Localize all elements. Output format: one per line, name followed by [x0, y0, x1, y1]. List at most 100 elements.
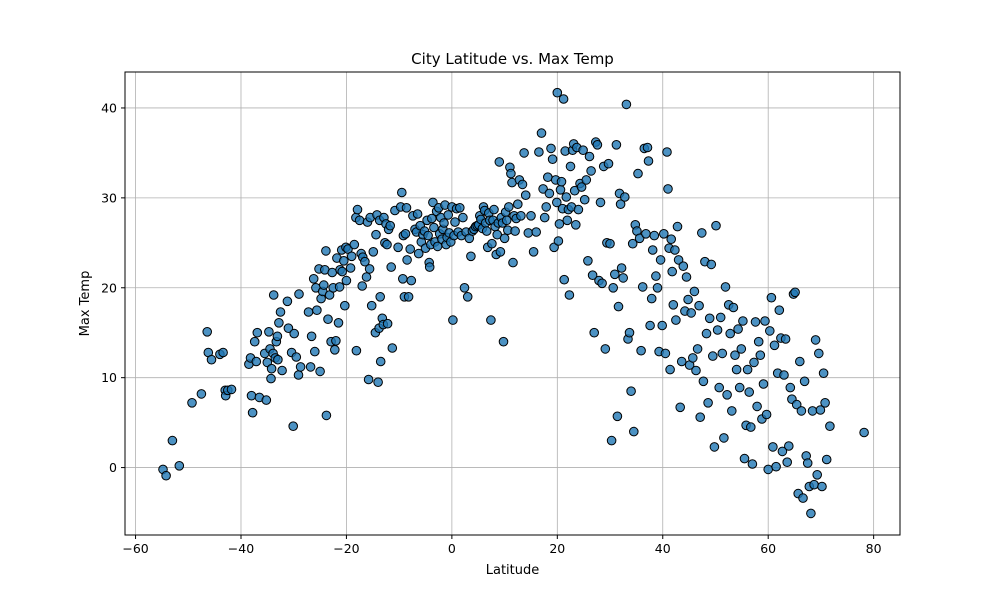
data-point: [273, 354, 283, 365]
data-point: [782, 457, 793, 468]
data-point: [543, 172, 553, 182]
data-point: [510, 226, 520, 236]
data-point: [489, 204, 499, 215]
data-point: [277, 365, 287, 376]
data-point: [720, 282, 731, 292]
data-point: [817, 481, 827, 492]
data-point: [261, 395, 272, 405]
data-point: [382, 239, 392, 250]
data-point: [375, 292, 386, 302]
data-point: [499, 233, 510, 244]
data-point: [649, 230, 660, 241]
data-point: [815, 405, 826, 415]
data-point: [712, 325, 723, 335]
chart-title: City Latitude vs. Max Temp: [411, 50, 614, 68]
data-point: [351, 345, 362, 356]
data-point: [516, 211, 526, 221]
y-tick-label: 0: [109, 460, 117, 475]
data-point: [711, 220, 721, 231]
data-point: [798, 493, 808, 503]
data-point: [629, 426, 639, 437]
data-point: [364, 264, 375, 274]
y-tick-label: 20: [101, 280, 117, 295]
data-point: [494, 157, 505, 167]
data-point: [361, 272, 372, 282]
data-point: [571, 220, 581, 230]
x-tick-label: 0: [448, 541, 456, 556]
data-point: [592, 140, 603, 150]
data-point: [676, 356, 687, 367]
data-point: [777, 446, 788, 457]
data-point: [655, 255, 666, 265]
data-point: [187, 398, 197, 408]
data-point: [291, 352, 302, 362]
data-point: [443, 210, 454, 220]
data-point: [802, 458, 813, 468]
data-point: [547, 154, 558, 164]
data-point: [761, 409, 772, 420]
data-point: [508, 257, 518, 268]
data-point: [647, 245, 658, 255]
data-point: [768, 442, 778, 452]
data-point: [744, 387, 755, 397]
data-point: [218, 347, 228, 358]
data-point: [616, 263, 627, 273]
data-point: [691, 365, 701, 376]
data-point: [683, 294, 693, 305]
data-point: [459, 283, 470, 293]
x-axis-label: Latitude: [486, 563, 540, 578]
data-point: [749, 357, 759, 368]
data-point: [589, 327, 600, 338]
data-point: [859, 427, 869, 438]
data-point: [670, 245, 680, 255]
x-tick-label: 80: [866, 541, 882, 556]
data-point: [734, 382, 745, 393]
data-point: [360, 256, 370, 267]
data-point: [581, 175, 592, 185]
data-point: [504, 202, 514, 212]
data-point: [608, 283, 619, 293]
data-point: [249, 336, 260, 347]
data-point: [366, 300, 377, 311]
data-point: [161, 470, 171, 481]
data-point: [321, 410, 332, 421]
data-point: [506, 168, 516, 179]
data-point: [706, 259, 717, 270]
data-point: [283, 323, 294, 334]
data-point: [387, 343, 398, 353]
data-point: [403, 292, 414, 302]
data-point: [704, 313, 715, 324]
data-point: [552, 197, 562, 208]
data-point: [354, 215, 365, 226]
data-point: [495, 247, 506, 257]
data-point: [252, 327, 263, 338]
data-point: [686, 308, 697, 318]
data-point: [666, 234, 677, 244]
data-point: [264, 327, 274, 337]
data-point: [337, 266, 348, 277]
data-point: [753, 336, 764, 347]
data-point: [226, 384, 237, 395]
data-point: [305, 362, 316, 372]
data-point: [558, 94, 569, 104]
data-point: [534, 147, 544, 157]
data-point: [725, 328, 736, 339]
data-point: [624, 327, 635, 338]
data-point: [498, 336, 509, 347]
data-point: [312, 305, 322, 316]
y-tick-label: 10: [101, 370, 117, 385]
grid-lines: [125, 72, 900, 535]
data-point: [733, 324, 743, 334]
data-point: [429, 222, 439, 233]
data-point: [785, 382, 796, 393]
data-point: [719, 433, 729, 443]
data-point: [458, 212, 468, 223]
data-point: [196, 389, 207, 399]
data-point: [671, 315, 681, 325]
data-point: [487, 238, 497, 249]
data-point: [517, 179, 528, 190]
data-point: [626, 386, 636, 397]
data-point: [520, 190, 531, 200]
data-point: [728, 302, 739, 313]
data-point: [206, 354, 217, 365]
